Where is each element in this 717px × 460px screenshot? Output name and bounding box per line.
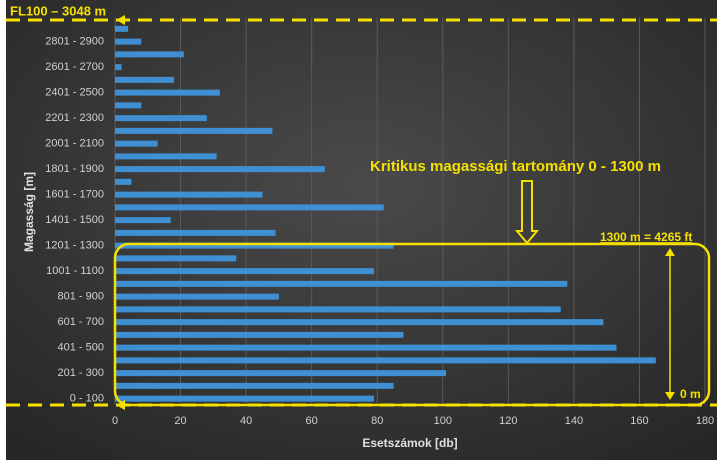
bar: [115, 268, 374, 275]
bar: [115, 115, 207, 122]
bar: [115, 140, 158, 147]
y-tick-label: 2001 - 2100: [45, 138, 104, 150]
x-tick-label: 20: [174, 415, 186, 427]
x-tick-label: 120: [499, 415, 517, 427]
bar: [115, 166, 325, 173]
annotation: 0 m: [680, 387, 701, 401]
annotation: Kritikus magassági tartomány 0 - 1300 m: [370, 158, 661, 175]
bar: [115, 357, 656, 364]
y-tick-label: 1601 - 1700: [45, 189, 104, 201]
x-tick-label: 60: [306, 415, 318, 427]
bar: [115, 242, 394, 249]
bar: [115, 76, 174, 83]
y-tick-label: 1201 - 1300: [45, 240, 104, 252]
x-axis-label: Esetszámok [db]: [362, 436, 457, 450]
bar: [115, 382, 394, 389]
x-tick-label: 40: [240, 415, 252, 427]
y-tick-label: 2801 - 2900: [45, 36, 104, 48]
y-tick-label: 1401 - 1500: [45, 214, 104, 226]
y-tick-label: 201 - 300: [58, 367, 104, 379]
bar: [115, 89, 220, 96]
bar: [115, 178, 132, 185]
y-tick-label: 2601 - 2700: [45, 61, 104, 73]
y-tick-label: 0 - 100: [70, 393, 104, 405]
bar: [115, 51, 184, 58]
bar: [115, 102, 142, 109]
x-tick-label: 140: [565, 415, 583, 427]
bar: [115, 38, 142, 45]
y-tick-label: 801 - 900: [58, 291, 104, 303]
arrow-head: [116, 15, 125, 25]
bar: [115, 191, 263, 198]
y-tick-label: 1801 - 1900: [45, 163, 104, 175]
bar: [115, 25, 129, 32]
x-tick-label: 180: [696, 415, 714, 427]
y-tick-label: 401 - 500: [58, 342, 104, 354]
x-tick-label: 100: [434, 415, 452, 427]
annotation: FL100 – 3048 m: [10, 3, 106, 18]
bar: [115, 280, 568, 287]
bar: [115, 217, 171, 224]
bar: [115, 344, 617, 351]
y-axis-label: Magasság [m]: [22, 172, 36, 252]
bar: [115, 153, 217, 160]
bar: [115, 204, 384, 211]
down-arrow: [514, 180, 540, 245]
y-tick-label: 1001 - 1100: [46, 265, 104, 277]
y-tick-label: 2401 - 2500: [45, 87, 104, 99]
x-tick-label: 0: [112, 415, 118, 427]
x-tick-label: 160: [630, 415, 648, 427]
bar: [115, 229, 276, 236]
bar: [115, 370, 447, 377]
bar: [115, 331, 404, 338]
bar: [115, 395, 374, 402]
bar: [115, 255, 237, 262]
bar: [115, 319, 604, 326]
y-tick-label: 601 - 700: [58, 316, 104, 328]
x-tick-label: 80: [371, 415, 383, 427]
bar: [115, 64, 122, 71]
bar: [115, 293, 279, 300]
y-tick-label: 2201 - 2300: [45, 112, 104, 124]
bar: [115, 306, 561, 313]
critical-range-box: [113, 242, 711, 407]
bar: [115, 127, 273, 134]
annotation: 1300 m = 4265 ft: [600, 230, 692, 244]
